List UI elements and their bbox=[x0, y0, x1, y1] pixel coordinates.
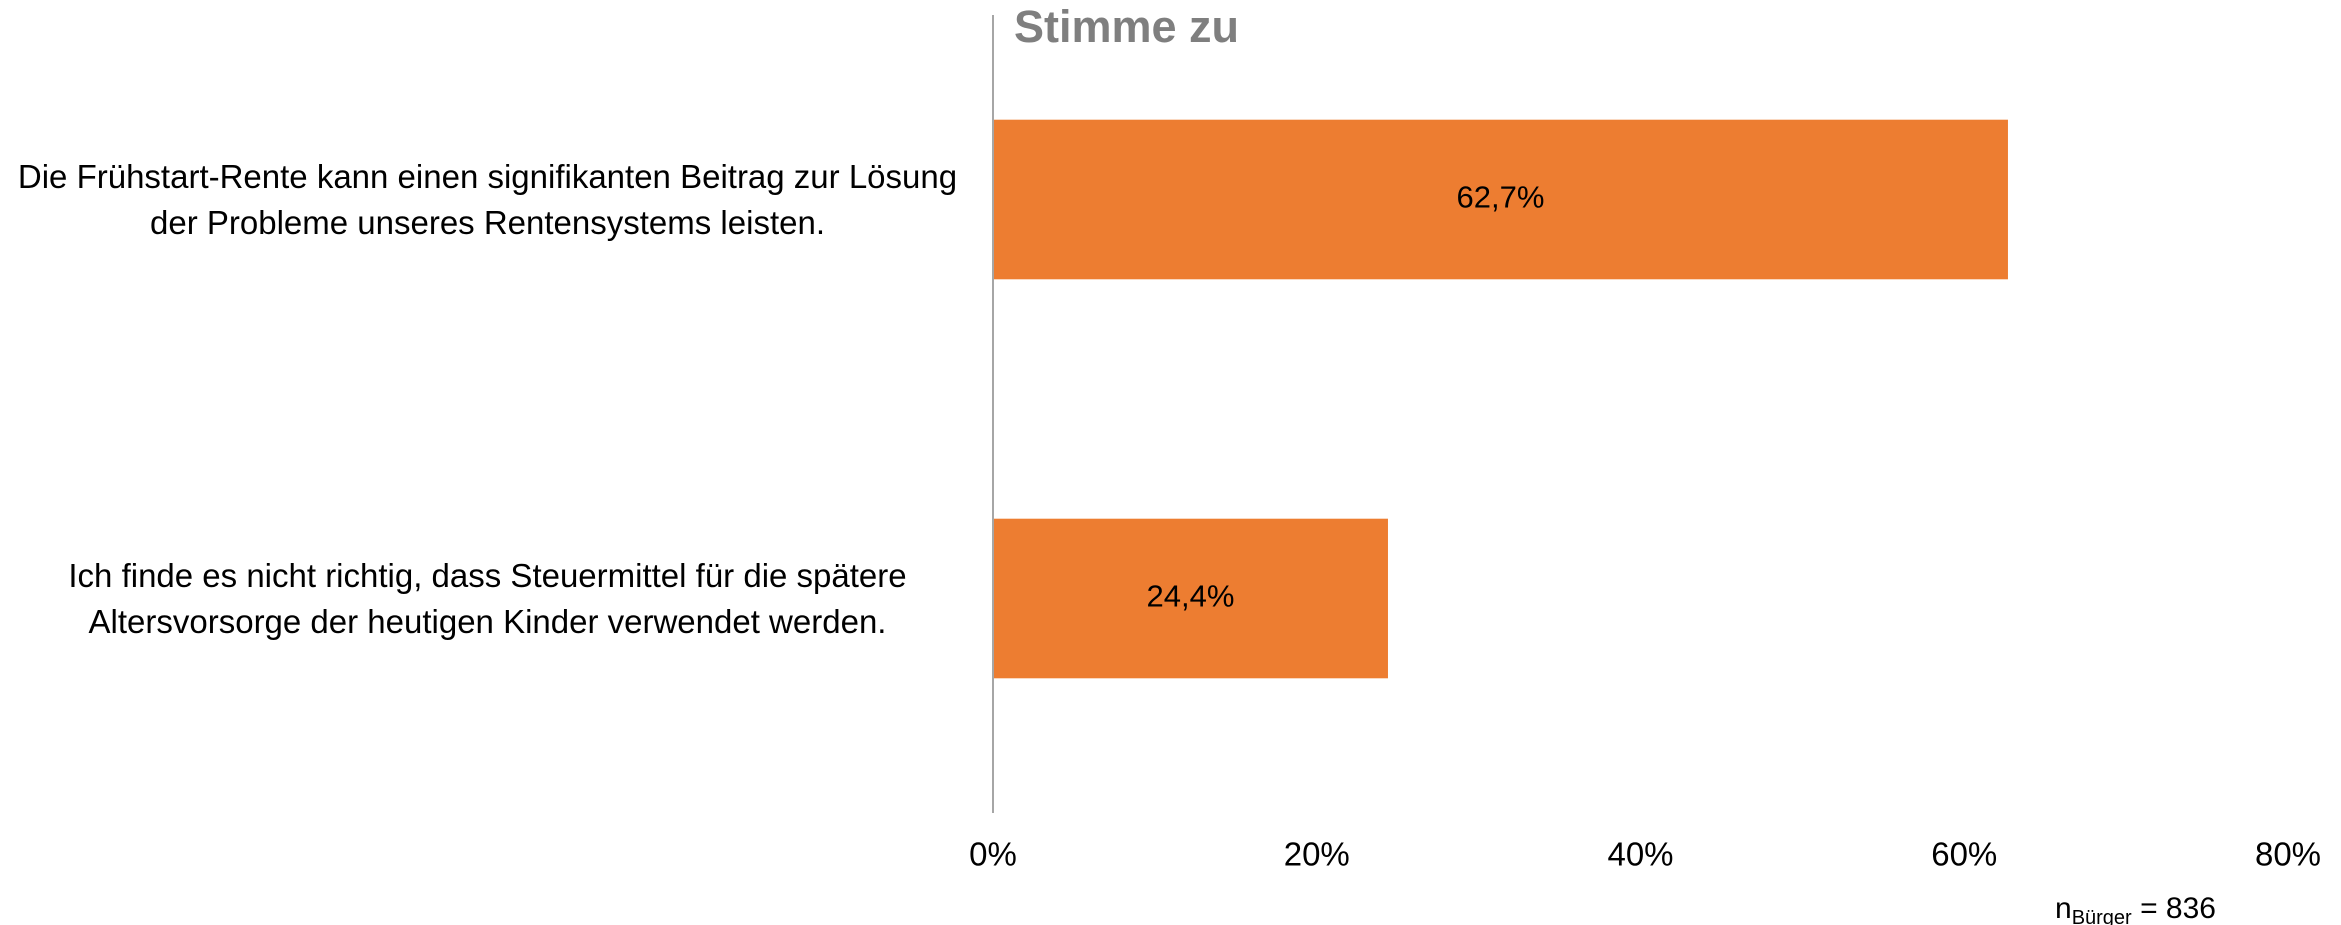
bar bbox=[993, 119, 2008, 280]
footnote-text: = 836 bbox=[2140, 892, 2216, 925]
x-tick-label: 40% bbox=[1607, 836, 1673, 873]
chart-title: Stimme zu bbox=[1014, 1, 1239, 52]
x-tick-label: 60% bbox=[1931, 836, 1997, 873]
x-tick-label: 0% bbox=[969, 836, 1017, 873]
bar bbox=[993, 518, 1388, 679]
x-tick-label: 20% bbox=[1284, 836, 1350, 873]
x-tick-label: 80% bbox=[2255, 836, 2321, 873]
y-tick-label: Die Frühstart-Rente kann einen signifika… bbox=[17, 157, 958, 241]
footnote: nBürger = 836 bbox=[2055, 892, 2216, 925]
value-label: 24,4% bbox=[1147, 579, 1235, 614]
footnote-subscript: Bürger bbox=[2071, 907, 2132, 925]
value-label: 62,7% bbox=[1457, 180, 1545, 215]
footnote-n: n bbox=[2055, 892, 2072, 925]
y-tick-label: Ich finde es nicht richtig, dass Steuerm… bbox=[68, 556, 907, 640]
